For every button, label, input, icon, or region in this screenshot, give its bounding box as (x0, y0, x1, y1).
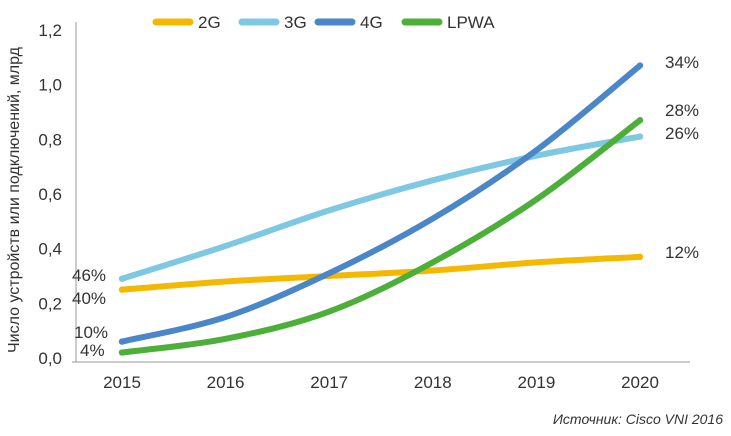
source-note: Источник: Cisco VNI 2016 (553, 411, 723, 427)
y-tick-label: 0,6 (38, 185, 62, 204)
point-2g (636, 253, 644, 261)
y-tick-label: 1,2 (38, 21, 62, 40)
y-axis-label: Число устройств или подключений, млрд (6, 46, 23, 353)
series-line-2g (119, 253, 643, 293)
annotations: 46% 40% 10%4% 34% 28% 26% 12% (72, 53, 699, 360)
point-4g (118, 338, 126, 345)
point-lpwa (636, 117, 644, 124)
x-tick-label: 2020 (621, 373, 659, 392)
y-tick-label: 0,0 (38, 349, 62, 368)
end-percent-label: 28% (665, 101, 699, 120)
series-lines (118, 62, 644, 356)
y-tick-label: 0,4 (38, 240, 62, 259)
legend: 2G 3G 4G LPWA (152, 13, 495, 32)
start-percent-label: 10% (74, 323, 108, 342)
legend-label-lpwa: LPWA (447, 13, 495, 32)
point-lpwa (118, 349, 126, 356)
y-tick-label: 0,2 (38, 294, 62, 313)
series-line-4g (119, 62, 643, 345)
end-percent-label: 26% (665, 124, 699, 143)
start-percent-label: 4% (80, 341, 105, 360)
series-line-3g (119, 133, 643, 282)
end-percent-label: 12% (665, 243, 699, 262)
start-percent-label: 46% (72, 266, 106, 285)
point-3g (636, 133, 644, 140)
legend-label-2g: 2G (198, 13, 221, 32)
x-tick-label: 2016 (207, 373, 245, 392)
y-tick-label: 0,8 (38, 130, 62, 149)
point-3g (118, 275, 126, 282)
axes: 0,0 0,2 0,4 0,6 0,8 1,0 1,2 2015 2016 2017 2018 201… (38, 21, 690, 392)
legend-label-4g: 4G (360, 13, 383, 32)
x-tick-label: 2015 (103, 373, 141, 392)
legend-label-3g: 3G (284, 13, 307, 32)
x-tick-label: 2017 (310, 373, 348, 392)
series-line-lpwa (119, 117, 643, 356)
start-percent-label: 40% (72, 289, 106, 308)
x-tick-label: 2018 (414, 373, 452, 392)
x-tick-label: 2019 (517, 373, 555, 392)
point-4g (636, 62, 644, 69)
y-tick-label: 1,0 (38, 76, 62, 95)
end-percent-label: 34% (665, 53, 699, 72)
point-2g (118, 286, 126, 293)
